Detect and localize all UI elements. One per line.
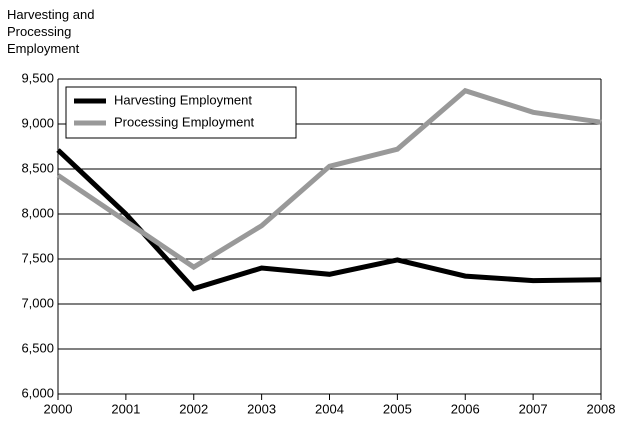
y-tick-label: 6,500	[21, 340, 54, 355]
x-tick-label: 2001	[111, 401, 140, 416]
y-tick-label: 9,000	[21, 115, 54, 130]
y-tick-label: 8,500	[21, 160, 54, 175]
legend: Harvesting Employment Processing Employme…	[65, 86, 297, 139]
legend-label: Processing Employment	[114, 114, 255, 129]
y-tick-label: 7,500	[21, 250, 54, 265]
y-tick-label: 7,000	[21, 295, 54, 310]
x-tick-label: 2007	[519, 401, 548, 416]
y-axis-label: Harvesting and Processing Employment	[7, 7, 95, 56]
x-tick-label: 2002	[179, 401, 208, 416]
x-tick-label: 2008	[587, 401, 616, 416]
legend-label: Harvesting Employment	[114, 92, 252, 107]
x-tick-label: 2006	[451, 401, 480, 416]
legend-box	[65, 86, 297, 139]
y-tick-label: 9,500	[21, 70, 54, 85]
x-tick-label: 2005	[383, 401, 412, 416]
x-tick-label: 2003	[247, 401, 276, 416]
y-tick-label: 8,000	[21, 205, 54, 220]
x-tick-label: 2004	[315, 401, 344, 416]
series-line	[56, 148, 602, 292]
x-tick-label: 2000	[44, 401, 73, 416]
y-tick-label: 6,000	[21, 385, 54, 400]
series-line	[56, 87, 602, 271]
